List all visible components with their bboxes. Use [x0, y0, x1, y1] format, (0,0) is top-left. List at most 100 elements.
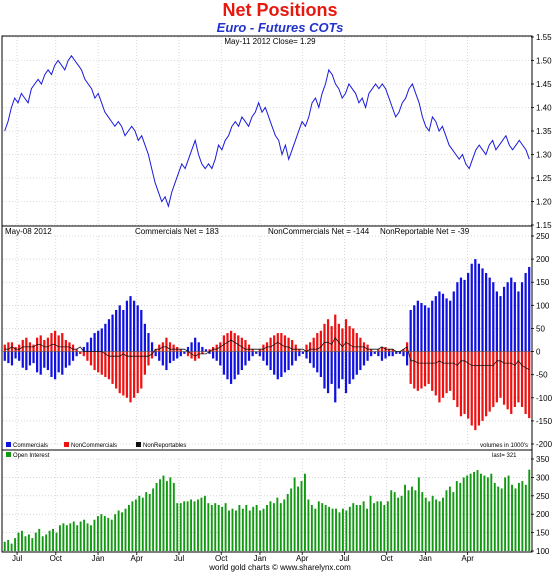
bar-commercials — [265, 351, 269, 366]
bar-noncommercials — [312, 337, 315, 352]
bar-noncommercials — [93, 351, 96, 371]
net-ytick-label: 200 — [536, 255, 550, 264]
bar-open-interest — [317, 501, 320, 551]
bar-open-interest — [155, 482, 158, 551]
bar-open-interest — [27, 534, 30, 551]
price-ytick-label: 1.25 — [536, 174, 552, 183]
bar-noncommercials — [326, 319, 330, 352]
bar-open-interest — [455, 481, 458, 551]
bar-open-interest — [410, 486, 413, 551]
bar-commercials — [283, 351, 287, 373]
bar-commercials — [427, 307, 430, 352]
bar-open-interest — [483, 475, 486, 551]
bar-commercials — [370, 351, 373, 357]
bar-commercials — [64, 351, 67, 368]
bar-noncommercials — [197, 351, 200, 359]
bar-commercials — [467, 272, 470, 352]
bar-open-interest — [31, 538, 34, 551]
bar-noncommercials — [477, 351, 481, 426]
bar-open-interest — [373, 503, 375, 551]
bar-commercials — [212, 351, 215, 359]
legend-nonreportables: NonReportables — [143, 443, 186, 449]
bar-noncommercials — [104, 351, 107, 377]
bar-commercials — [452, 291, 455, 352]
net-ytick-label: -50 — [536, 371, 548, 380]
bar-commercials — [484, 272, 488, 352]
bar-open-interest — [500, 488, 503, 551]
bar-commercials — [125, 300, 129, 352]
bar-commercials — [341, 351, 344, 380]
bar-commercials — [334, 351, 337, 403]
bar-open-interest — [200, 497, 203, 551]
bar-commercials — [312, 351, 315, 368]
bar-commercials — [140, 309, 143, 352]
bar-noncommercials — [427, 351, 430, 384]
bar-open-interest — [3, 541, 6, 551]
bar-open-interest — [14, 538, 17, 551]
bar-commercials — [352, 351, 355, 380]
net-annotation-date: May-08 2012 — [5, 227, 52, 236]
bar-noncommercials — [391, 349, 394, 352]
bar-commercials — [391, 351, 394, 357]
bar-noncommercials — [143, 351, 146, 375]
net-panel-frame — [1, 225, 533, 451]
bar-commercials — [262, 351, 265, 361]
bar-noncommercials — [492, 351, 495, 408]
bar-open-interest — [324, 505, 327, 551]
bar-commercials — [506, 282, 509, 352]
bar-commercials — [463, 279, 466, 352]
bar-noncommercials — [402, 349, 405, 352]
bar-noncommercials — [337, 323, 340, 352]
bar-noncommercials — [79, 351, 82, 354]
bar-commercials — [291, 351, 294, 366]
footer-credit: world gold charts © www.sharelynx.com — [208, 563, 351, 572]
bar-noncommercials — [7, 342, 10, 352]
bar-open-interest — [252, 506, 255, 551]
bar-noncommercials — [136, 351, 139, 394]
net-annotation-commercials: Commercials Net = 183 — [135, 227, 219, 236]
bar-open-interest — [404, 484, 406, 551]
bar-commercials — [323, 351, 326, 389]
bar-noncommercials — [86, 351, 89, 361]
bar-noncommercials — [355, 333, 358, 352]
bar-noncommercials — [305, 344, 308, 352]
price-ytick-label: 1.15 — [536, 221, 552, 230]
bar-open-interest — [352, 503, 355, 551]
bar-commercials — [165, 351, 168, 371]
bar-commercials — [413, 305, 416, 352]
bar-commercials — [183, 351, 186, 354]
bar-noncommercials — [64, 340, 67, 352]
bar-commercials — [179, 351, 182, 357]
bar-noncommercials — [118, 351, 121, 394]
bar-noncommercials — [240, 337, 243, 352]
bar-noncommercials — [244, 340, 247, 352]
bar-open-interest — [379, 501, 382, 551]
bar-open-interest — [507, 475, 510, 551]
bar-open-interest — [517, 482, 520, 551]
bar-commercials — [154, 351, 157, 357]
bar-open-interest — [21, 530, 23, 551]
net-ytick-label: -150 — [536, 417, 553, 426]
bar-open-interest — [331, 508, 334, 551]
bar-open-interest — [193, 501, 196, 551]
bar-commercials — [226, 351, 229, 380]
bar-noncommercials — [470, 351, 473, 426]
bar-noncommercials — [456, 351, 459, 408]
x-tick-label: Jul — [174, 554, 184, 563]
bar-commercials — [104, 323, 107, 352]
legend-commercials: Commercials — [13, 443, 48, 449]
bar-commercials — [287, 351, 290, 371]
bar-commercials — [258, 351, 261, 357]
bar-open-interest — [255, 505, 258, 551]
bar-noncommercials — [201, 351, 204, 354]
bar-noncommercials — [449, 351, 452, 391]
bar-open-interest — [300, 481, 303, 551]
bar-noncommercials — [348, 326, 351, 352]
grid-layer — [3, 36, 531, 552]
bar-commercials — [53, 351, 57, 380]
bar-open-interest — [424, 497, 427, 551]
legend-swatch-noncommercials — [64, 442, 69, 447]
bar-commercials — [244, 351, 247, 366]
bar-open-interest — [10, 543, 13, 551]
bar-noncommercials — [172, 344, 175, 352]
